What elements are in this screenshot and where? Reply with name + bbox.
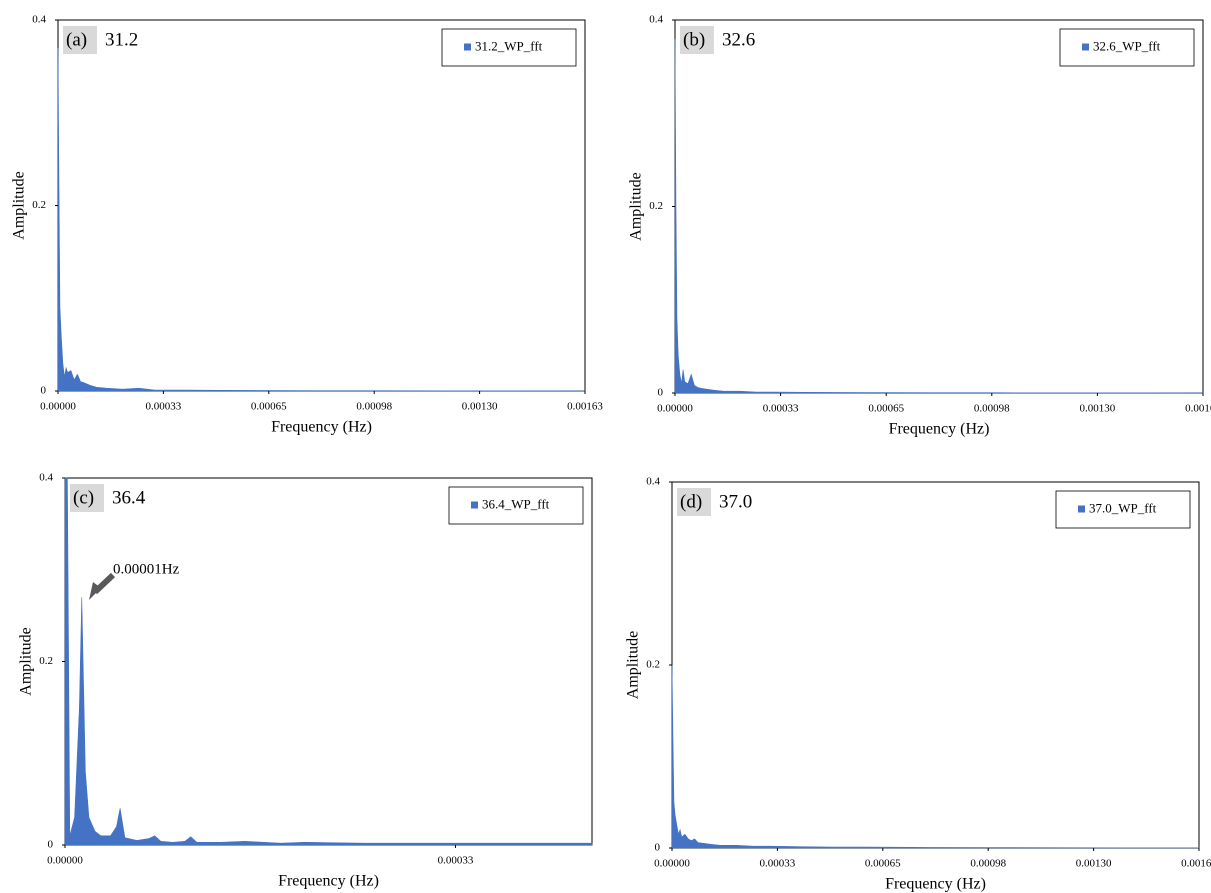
panel-title: 37.0 xyxy=(719,491,752,512)
panel-title: 31.2 xyxy=(105,29,138,50)
plot-area xyxy=(671,481,1200,849)
x-tick-label: 0.00098 xyxy=(356,401,392,413)
x-axis-title: Frequency (Hz) xyxy=(278,873,379,890)
legend-label: 32.6_WP_fft xyxy=(1093,38,1161,53)
panel-label-bg xyxy=(677,488,711,516)
plot-area xyxy=(674,19,1204,394)
y-tick-label: 0.4 xyxy=(32,14,46,26)
panel-title: 36.4 xyxy=(112,487,146,508)
annotation-line xyxy=(92,572,116,595)
x-axis-title: Frequency (Hz) xyxy=(889,421,990,438)
area-series xyxy=(64,477,593,846)
y-tick-label: 0 xyxy=(41,385,47,397)
y-tick-label: 0.4 xyxy=(646,476,660,488)
panel-title: 32.6 xyxy=(722,29,755,50)
area-series xyxy=(674,38,1204,394)
legend-swatch xyxy=(471,501,478,509)
x-tick-label: 0.00033 xyxy=(438,855,474,867)
y-tick-label: 0.4 xyxy=(39,472,53,484)
y-tick-label: 0 xyxy=(658,387,664,399)
x-tick-label: 0.00130 xyxy=(462,401,498,413)
y-tick-label: 0 xyxy=(655,842,661,854)
x-tick-label: 0.00065 xyxy=(868,403,904,415)
x-tick-label: 0.00098 xyxy=(970,858,1006,870)
x-tick-label: 0.00065 xyxy=(251,401,287,413)
x-tick-label: 0.00130 xyxy=(1076,858,1112,870)
panel-label: (d) xyxy=(680,491,702,512)
x-tick-label: 0.00000 xyxy=(47,855,83,867)
x-tick-label: 0.00163 xyxy=(1181,858,1211,870)
x-tick-label: 0.00033 xyxy=(760,858,796,870)
y-tick-label: 0.4 xyxy=(649,14,663,26)
y-axis-title: Amplitude xyxy=(625,631,642,699)
annotation: 0.00001Hz xyxy=(113,561,180,577)
x-tick-label: 0.00000 xyxy=(654,858,690,870)
x-tick-label: 0.00163 xyxy=(1185,403,1211,415)
legend-swatch xyxy=(1082,43,1089,51)
x-axis-title: Frequency (Hz) xyxy=(885,876,986,893)
x-axis-title: Frequency (Hz) xyxy=(271,419,372,436)
legend-label: 31.2_WP_fft xyxy=(475,38,543,53)
panel-label-bg xyxy=(63,26,97,54)
y-tick-label: 0.2 xyxy=(649,200,663,212)
x-tick-label: 0.00033 xyxy=(146,401,182,413)
legend-label: 36.4_WP_fft xyxy=(482,496,550,511)
x-tick-label: 0.00000 xyxy=(657,403,693,415)
legend-swatch xyxy=(464,43,471,51)
legend-box xyxy=(448,486,584,525)
plot-area xyxy=(64,477,593,846)
panel-label: (a) xyxy=(66,29,87,50)
x-tick-label: 0.00163 xyxy=(567,401,603,413)
panel-label-bg xyxy=(70,484,104,512)
y-tick-label: 0.2 xyxy=(646,659,660,671)
y-tick-label: 0.2 xyxy=(39,655,53,667)
panel-label: (c) xyxy=(73,487,94,508)
panel-label: (b) xyxy=(683,29,705,50)
area-series xyxy=(57,47,586,392)
x-tick-label: 0.00033 xyxy=(763,403,799,415)
plot-area xyxy=(57,19,586,392)
panel-label-bg xyxy=(680,26,714,54)
legend-swatch xyxy=(1078,505,1085,513)
x-tick-label: 0.00065 xyxy=(865,858,901,870)
y-axis-title: Amplitude xyxy=(18,627,35,695)
y-tick-label: 0.2 xyxy=(32,199,46,211)
x-tick-label: 0.00130 xyxy=(1080,403,1116,415)
y-tick-label: 0 xyxy=(48,839,54,851)
legend-label: 37.0_WP_fft xyxy=(1089,500,1157,515)
area-series xyxy=(671,664,1200,849)
y-axis-title: Amplitude xyxy=(628,172,645,240)
x-tick-label: 0.00098 xyxy=(974,403,1010,415)
x-tick-label: 0.00000 xyxy=(40,401,76,413)
y-axis-title: Amplitude xyxy=(11,171,28,239)
